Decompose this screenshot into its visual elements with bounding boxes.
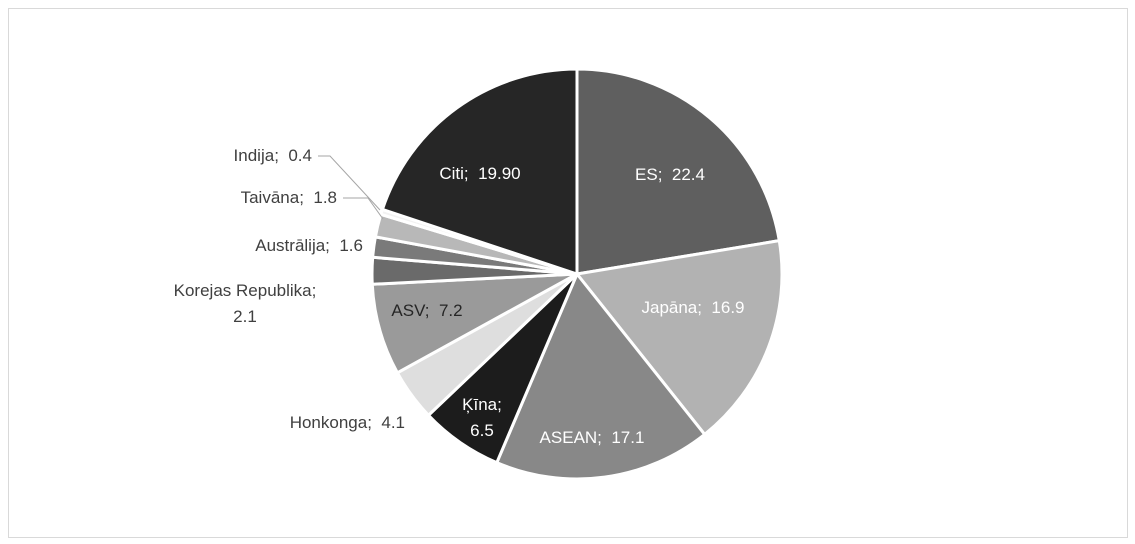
data-label-australija: Austrālija; 1.6 [255, 236, 363, 255]
pie-slice-es [575, 67, 781, 276]
leader-line-indija [318, 155, 381, 211]
leader-line-taivana [343, 197, 384, 220]
pie-slice-citi [380, 67, 579, 276]
data-label-japana: Japāna; 16.9 [641, 298, 744, 317]
data-label-citi: Citi; 19.90 [439, 164, 520, 183]
data-label-honkonga: Honkonga; 4.1 [290, 413, 405, 432]
data-label-asean: ASEAN; 17.1 [540, 428, 645, 447]
data-label-indija: Indija; 0.4 [234, 146, 312, 165]
data-label-taivana: Taivāna; 1.8 [241, 188, 337, 207]
data-label-korejas-republika: Korejas Republika; 2.1 [174, 281, 317, 326]
pie-slice-japana [575, 239, 784, 436]
data-label-kina: Ķīna; 6.5 [462, 395, 502, 440]
pie-slice-asean [495, 272, 707, 481]
data-label-es: ES; 22.4 [635, 165, 705, 184]
data-label-asv: ASV; 7.2 [391, 301, 462, 320]
